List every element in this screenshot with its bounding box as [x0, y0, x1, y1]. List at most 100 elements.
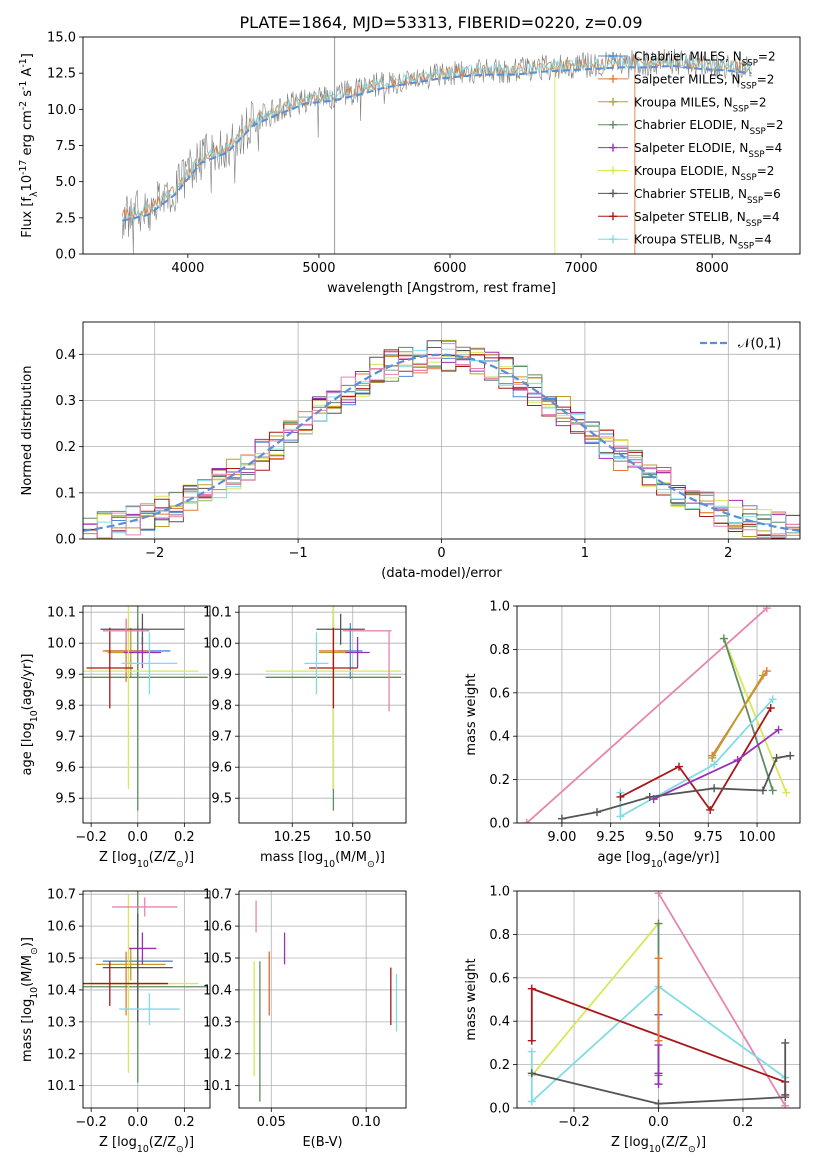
legend-entry: Salpeter ELODIE, NSSP=4	[634, 141, 782, 160]
data-point	[762, 667, 771, 676]
y-tick-label: 0.2	[489, 1058, 510, 1073]
error-bar-point	[119, 993, 180, 1026]
y-tick-label: 10.3	[203, 1015, 232, 1030]
data-point	[616, 812, 625, 821]
data-point	[758, 786, 767, 795]
data-point	[766, 703, 775, 712]
data-point	[774, 725, 783, 734]
x-tick-label: −0.2	[75, 830, 107, 845]
weight-line-kroupa_elodie	[723, 638, 788, 793]
x-tick-label: 9.50	[645, 830, 674, 845]
data-point	[708, 753, 717, 762]
legend-entry: Kroupa ELODIE, NSSP=2	[634, 164, 774, 183]
plot-frame	[82, 605, 211, 824]
legend-entry: Salpeter STELIB, NSSP=4	[634, 210, 780, 229]
y-tick-label: 1.0	[489, 885, 510, 900]
y-axis-label: mass weight	[464, 958, 479, 1040]
data-point	[781, 1101, 790, 1108]
legend-entry: Salpeter MILES, NSSP=2	[634, 72, 774, 91]
y-tick-label: 10.1	[203, 1079, 232, 1094]
plot-z_weights: −0.2 0.0 0.2 0.0 0.2 0.4 0.6 0.8 1.0 Z [log10(Z/Z…	[464, 885, 801, 1155]
weight-line-chabrier_elodie	[723, 638, 774, 791]
weight-line-salpeter_stelib	[619, 707, 772, 812]
mass_vs_age-content	[239, 606, 406, 823]
weight-line-kroupa_miles	[711, 674, 764, 759]
y-axis-label: age [log10(age/yr)]	[20, 654, 40, 776]
y-tick-label: 0.2	[489, 773, 510, 788]
model-spectrum-salpeter_miles	[121, 55, 752, 221]
x-tick-label: 1	[581, 546, 589, 561]
data-point	[710, 760, 719, 769]
y-tick-label: 9.7	[55, 730, 76, 745]
data-point	[527, 1069, 536, 1078]
data-point	[654, 891, 663, 898]
x-tick-label: 5000	[302, 261, 335, 276]
y-axis-label: Flux [fλ10-17 erg cm-2 s-1 A-1]	[18, 53, 40, 238]
y-tick-label: 0.8	[489, 928, 510, 943]
x-axis-label: E(B-V)	[302, 1135, 342, 1150]
data-point	[609, 74, 617, 83]
z_weights-content	[517, 891, 800, 1108]
data-point	[527, 1097, 536, 1106]
data-point	[654, 1099, 663, 1108]
x-tick-label: 0.10	[352, 1115, 381, 1130]
z_vs_mass-content	[83, 891, 210, 1108]
legend-entry: Kroupa STELIB, NSSP=4	[634, 233, 772, 252]
legend-entry: 𝒩(0,1)	[738, 337, 781, 352]
error-bar-point	[128, 932, 157, 965]
x-axis-label: age [log10(age/yr)]	[598, 850, 720, 870]
plot-frame	[516, 890, 801, 1109]
data-point	[719, 634, 728, 643]
plot-frame	[82, 890, 211, 1109]
y-tick-label: 7.5	[55, 139, 76, 154]
plot-age_weights: 9.00 9.25 9.50 9.75 10.00 0.0 0.2 0.4 0.6 0.8 1.0 a…	[464, 600, 801, 870]
weight-line-chabrier_stelib	[531, 1042, 787, 1105]
y-tick-label: 10.7	[203, 888, 232, 903]
plot-frame	[238, 605, 407, 824]
y-tick-label: 5.0	[55, 175, 76, 190]
y-tick-label: 10.1	[47, 606, 76, 621]
x-tick-label: 0.0	[648, 1115, 669, 1130]
y-tick-label: 10.6	[47, 920, 76, 935]
legend-entry: Chabrier STELIB, NSSP=6	[634, 187, 781, 206]
y-tick-label: 9.7	[211, 730, 232, 745]
plot-frame	[238, 890, 407, 1109]
error-bar-point	[345, 637, 370, 668]
data-point	[758, 671, 767, 680]
error-bar-point	[83, 961, 169, 1006]
x-tick-label: 10.25	[274, 830, 311, 845]
x-tick-label: 7000	[565, 261, 598, 276]
data-point	[609, 212, 617, 221]
data-point	[527, 1036, 536, 1045]
y-tick-label: 9.9	[55, 668, 76, 683]
y-tick-label: 0.6	[489, 971, 510, 986]
data-point	[654, 1069, 663, 1078]
error-bar-point	[102, 618, 150, 644]
data-point	[609, 97, 617, 106]
x-tick-label: −2	[145, 546, 164, 561]
y-tick-label: 10.1	[203, 606, 232, 621]
normal-curve	[83, 353, 800, 532]
data-point	[527, 984, 536, 993]
y-tick-label: 10.6	[203, 920, 232, 935]
data-point	[609, 52, 617, 60]
error-bar-point	[83, 606, 208, 811]
x-tick-label: 0	[437, 546, 445, 561]
y-axis-label: mass [log10(M/M⊙)]	[20, 937, 40, 1062]
y-tick-label: 10.5	[203, 952, 232, 967]
x-axis-label: Z [log10(Z/Z⊙)]	[611, 1135, 706, 1155]
plot-z_vs_mass: −0.2 0.0 0.2 10.1 10.2 10.3 10.4 10.5 10.6 10.7 Z …	[20, 888, 211, 1155]
y-tick-label: 10.0	[47, 637, 76, 652]
x-tick-label: 0.2	[733, 1115, 754, 1130]
y-tick-label: 0.8	[489, 643, 510, 658]
z_vs_age-content	[83, 606, 210, 823]
plot-mass_vs_age: 10.25 10.50 9.5 9.6 9.7 9.8 9.9 10.0 10.1 mass [l…	[203, 605, 407, 870]
y-tick-label: 10.2	[47, 1047, 76, 1062]
y-tick-label: 9.6	[55, 761, 76, 776]
data-point	[710, 784, 719, 793]
y-tick-label: 10.7	[47, 888, 76, 903]
legend-entry: Chabrier ELODIE, NSSP=2	[634, 118, 783, 137]
data-point	[786, 751, 795, 760]
data-point	[645, 792, 654, 801]
